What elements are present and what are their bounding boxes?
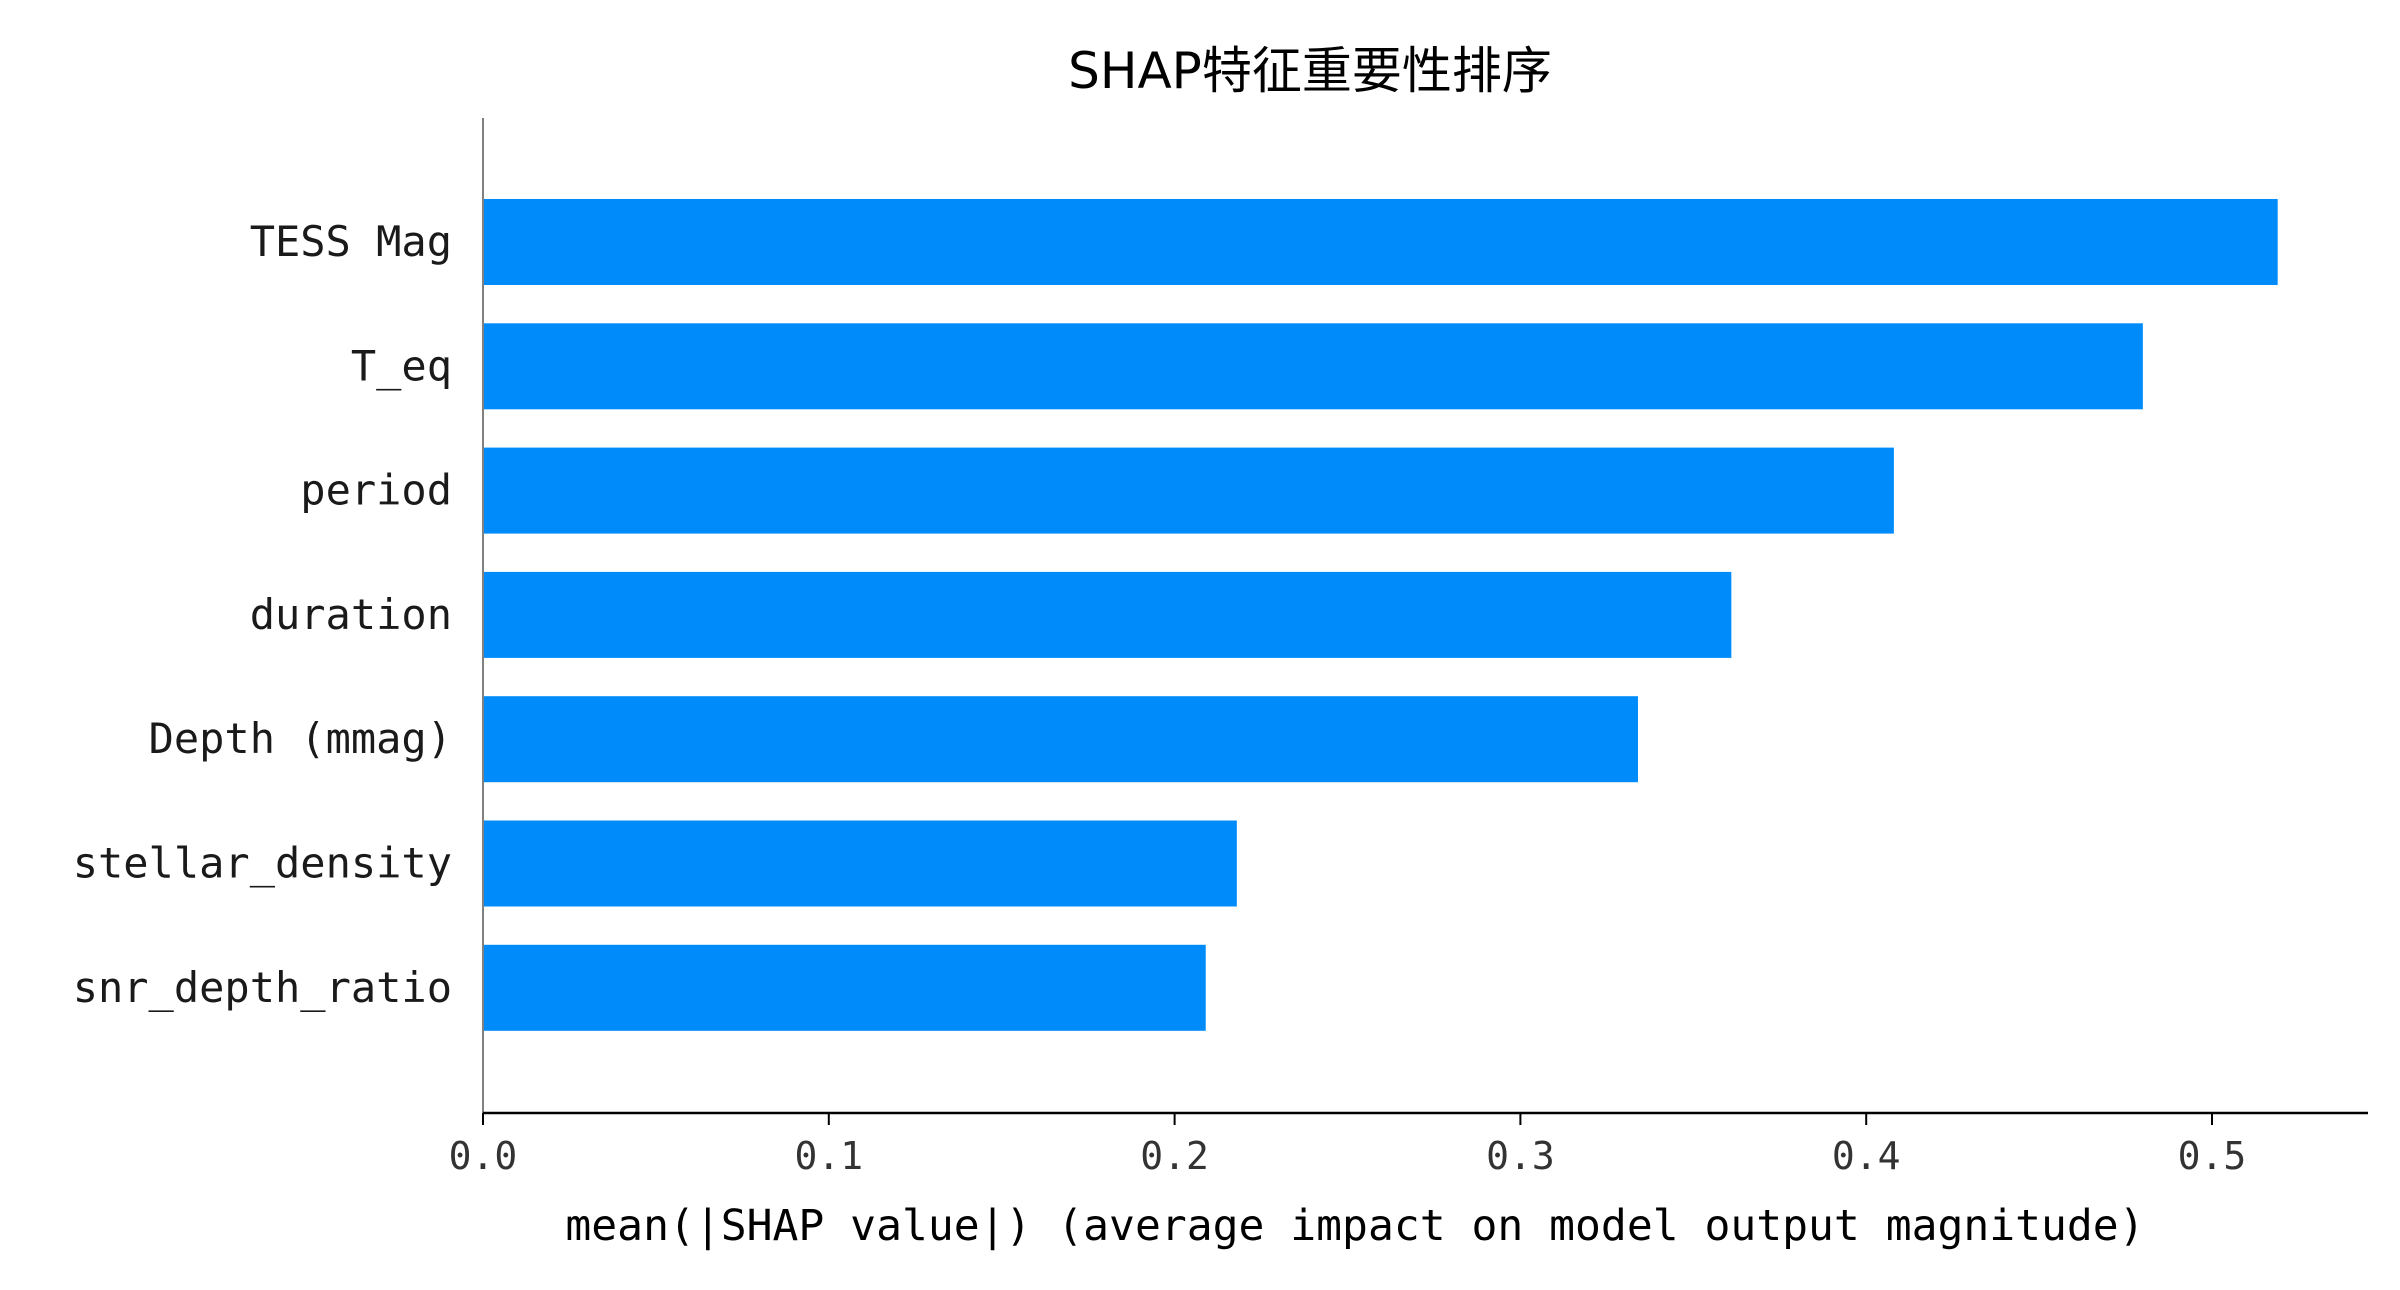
bar-2: [483, 447, 1894, 534]
bar-1: [483, 323, 2143, 410]
bar-0: [483, 199, 2278, 285]
feature-label-3: duration: [250, 590, 452, 639]
feature-label-6: snr_depth_ratio: [73, 963, 452, 1012]
bar-6: [483, 944, 1206, 1031]
x-ticks-group: 0.0 0.1 0.2 0.3 0.4 0.5: [449, 1113, 2247, 1178]
x-tick-label-3: 0.3: [1486, 1134, 1555, 1178]
bar-3: [483, 571, 1732, 658]
x-tick-label-0: 0.0: [449, 1134, 518, 1178]
bars-group: [483, 199, 2278, 1031]
x-tick-label-2: 0.2: [1140, 1134, 1209, 1178]
x-tick-label-1: 0.1: [794, 1134, 863, 1178]
x-tick-label-5: 0.5: [2178, 1134, 2247, 1178]
feature-label-4: Depth (mmag): [149, 714, 452, 763]
chart-title: SHAP特征重要性排序: [1068, 42, 1552, 100]
x-axis-label: mean(|SHAP value|) (average impact on mo…: [565, 1201, 2144, 1251]
bar-4: [483, 696, 1638, 783]
x-tick-label-4: 0.4: [1832, 1134, 1901, 1178]
feature-label-1: T_eq: [351, 341, 452, 390]
feature-label-5: stellar_density: [73, 839, 452, 888]
feature-label-0: TESS Mag: [250, 217, 452, 266]
feature-label-2: period: [300, 466, 452, 515]
bar-5: [483, 820, 1237, 907]
